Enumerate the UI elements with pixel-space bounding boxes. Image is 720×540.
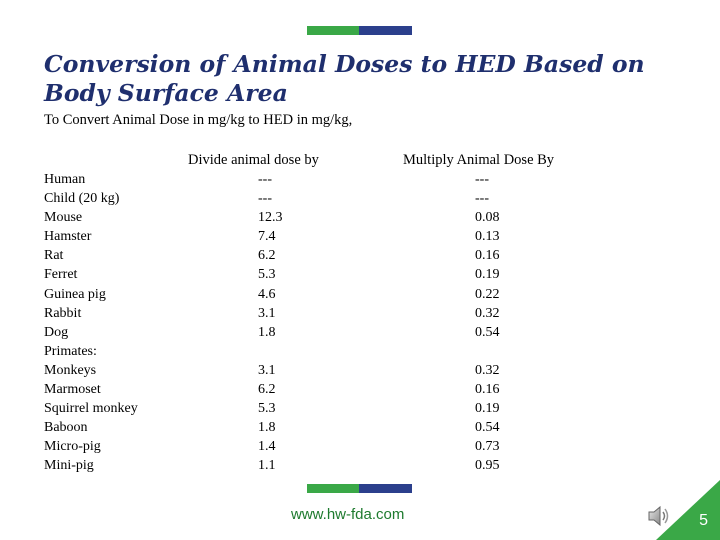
species-cell: Child (20 kg) bbox=[44, 191, 120, 207]
divide-cell: 1.8 bbox=[258, 324, 276, 340]
species-cell: Ferret bbox=[44, 267, 78, 283]
multiply-cell: --- bbox=[475, 172, 489, 187]
multiply-cell: 0.19 bbox=[475, 267, 500, 283]
divide-column: --- --- 12.3 7.4 6.2 5.3 4.6 3.1 1.8 3.1… bbox=[258, 170, 283, 476]
divide-cell: 4.6 bbox=[258, 286, 276, 302]
footer-url[interactable]: www.hw-fda.com bbox=[291, 506, 405, 523]
multiply-cell: 0.54 bbox=[475, 324, 500, 340]
species-cell: Mini-pig bbox=[44, 458, 94, 474]
bottom-accent-green bbox=[307, 484, 359, 493]
divide-cell: --- bbox=[258, 172, 272, 187]
species-cell: Dog bbox=[44, 324, 69, 340]
divide-cell: --- bbox=[258, 191, 272, 207]
multiply-cell: 0.95 bbox=[475, 458, 500, 474]
multiply-cell: 0.22 bbox=[475, 286, 500, 302]
species-cell: Squirrel monkey bbox=[44, 401, 138, 417]
species-cell: Primates: bbox=[44, 343, 97, 359]
species-cell: Marmoset bbox=[44, 382, 101, 398]
multiply-cell: 0.19 bbox=[475, 401, 500, 417]
species-cell: Mouse bbox=[44, 210, 83, 226]
species-cell: Monkeys bbox=[44, 362, 97, 378]
species-cell: Hamster bbox=[44, 229, 92, 245]
speaker-icon[interactable] bbox=[646, 503, 672, 529]
divide-cell: 3.1 bbox=[258, 305, 276, 321]
multiply-column: --- --- 0.08 0.13 0.16 0.19 0.22 0.32 0.… bbox=[475, 170, 500, 476]
multiply-cell: --- bbox=[475, 191, 489, 207]
divide-cell: 1.4 bbox=[258, 439, 276, 455]
divide-cell: 1.8 bbox=[258, 420, 276, 436]
multiply-cell: 0.54 bbox=[475, 420, 500, 436]
multiply-cell: 0.16 bbox=[475, 248, 500, 264]
bottom-accent-blue bbox=[359, 484, 412, 493]
species-cell: Micro-pig bbox=[44, 439, 101, 455]
species-cell: Baboon bbox=[44, 420, 88, 436]
species-column: Human Child (20 kg) Mouse Hamster Rat Fe… bbox=[44, 170, 138, 476]
divide-cell: 7.4 bbox=[258, 229, 276, 245]
header-multiply: Multiply Animal Dose By bbox=[403, 152, 555, 168]
top-accent-green bbox=[307, 26, 359, 35]
multiply-cell: 0.13 bbox=[475, 229, 500, 245]
slide-title: Conversion of Animal Doses to HED Based … bbox=[44, 50, 645, 107]
header-divide: Divide animal dose by bbox=[188, 152, 319, 168]
multiply-cell: 0.32 bbox=[475, 362, 500, 378]
divide-cell bbox=[258, 342, 283, 361]
divide-cell: 6.2 bbox=[258, 248, 276, 264]
divide-cell: 12.3 bbox=[258, 210, 283, 226]
multiply-cell: 0.08 bbox=[475, 210, 500, 226]
species-cell: Human bbox=[44, 172, 86, 187]
divide-cell: 6.2 bbox=[258, 382, 276, 398]
multiply-cell: 0.32 bbox=[475, 305, 500, 321]
species-cell: Guinea pig bbox=[44, 286, 106, 302]
divide-cell: 5.3 bbox=[258, 401, 276, 417]
bottom-accent-bar bbox=[307, 484, 412, 493]
top-accent-blue bbox=[359, 26, 412, 35]
page-corner bbox=[656, 480, 720, 540]
multiply-cell bbox=[475, 342, 500, 361]
page-number: 5 bbox=[699, 512, 708, 529]
species-cell: Rabbit bbox=[44, 305, 82, 321]
slide-subtitle: To Convert Animal Dose in mg/kg to HED i… bbox=[44, 112, 353, 128]
multiply-cell: 0.16 bbox=[475, 382, 500, 398]
divide-cell: 1.1 bbox=[258, 458, 276, 474]
divide-cell: 3.1 bbox=[258, 362, 276, 378]
divide-cell: 5.3 bbox=[258, 267, 276, 283]
species-cell: Rat bbox=[44, 248, 64, 264]
top-accent-bar bbox=[307, 26, 412, 35]
multiply-cell: 0.73 bbox=[475, 439, 500, 455]
